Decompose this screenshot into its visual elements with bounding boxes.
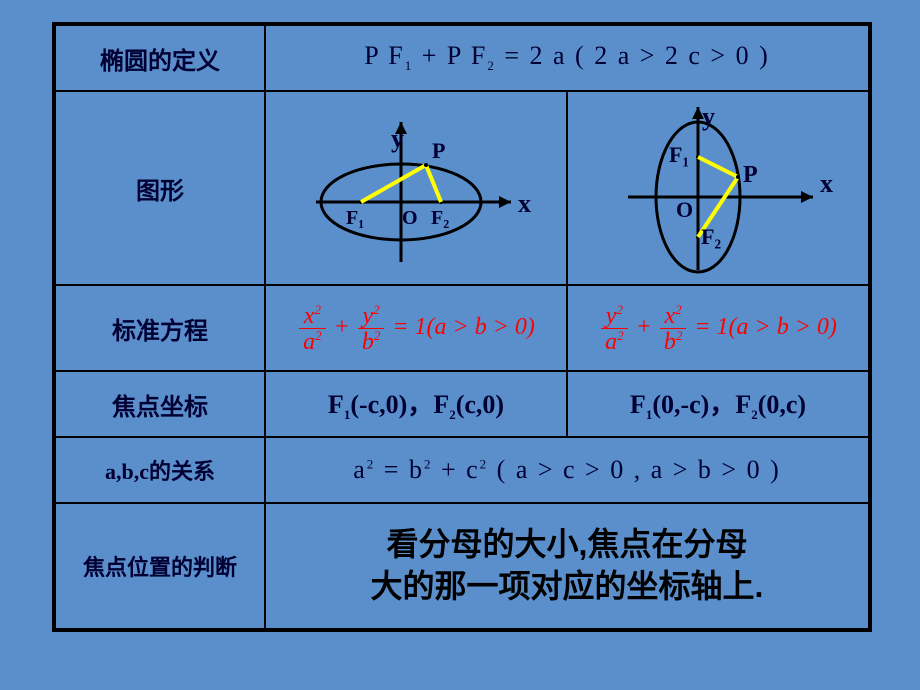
cell-relation-formula: a2 = b2 + c2 ( a > c > 0 , a > b > 0 ) — [265, 437, 869, 503]
svg-text:F₂: F₂ — [431, 207, 449, 229]
svg-text:x: x — [518, 189, 531, 218]
svg-text:y: y — [391, 124, 404, 153]
figure-horizontal-ellipse: P y x F₁ F₂ O — [265, 91, 567, 285]
svg-text:y: y — [702, 102, 715, 131]
cell-definition-formula: P F1 + P F2 = 2 a ( 2 a > 2 c > 0 ) — [265, 25, 869, 91]
label-relation: a,b,c的关系 — [55, 437, 265, 503]
svg-text:F₂: F₂ — [701, 224, 721, 249]
figure-vertical-ellipse: P y x F₁ F₂ O — [567, 91, 869, 285]
label-definition: 椭圆的定义 — [55, 25, 265, 91]
svg-text:F₁: F₁ — [346, 207, 364, 229]
svg-text:P: P — [743, 162, 758, 188]
cell-std-eq-1: x2a2 + y2b2 = 1(a > b > 0) — [265, 285, 567, 371]
cell-foci-1: F1(-c,0)，F2(c,0) — [265, 371, 567, 437]
svg-text:O: O — [676, 197, 693, 222]
label-std-eq: 标准方程 — [55, 285, 265, 371]
label-figure: 图形 — [55, 91, 265, 285]
svg-text:P: P — [432, 138, 445, 163]
ellipse-properties-table: 椭圆的定义 P F1 + P F2 = 2 a ( 2 a > 2 c > 0 … — [54, 24, 870, 630]
cell-std-eq-2: y2a2 + x2b2 = 1(a > b > 0) — [567, 285, 869, 371]
svg-text:x: x — [820, 169, 833, 198]
svg-text:F₁: F₁ — [669, 142, 689, 167]
label-judgment: 焦点位置的判断 — [55, 503, 265, 629]
cell-judgment-text: 看分母的大小,焦点在分母大的那一项对应的坐标轴上. — [265, 503, 869, 629]
svg-text:O: O — [402, 207, 418, 229]
label-foci: 焦点坐标 — [55, 371, 265, 437]
cell-foci-2: F1(0,-c)，F2(0,c) — [567, 371, 869, 437]
